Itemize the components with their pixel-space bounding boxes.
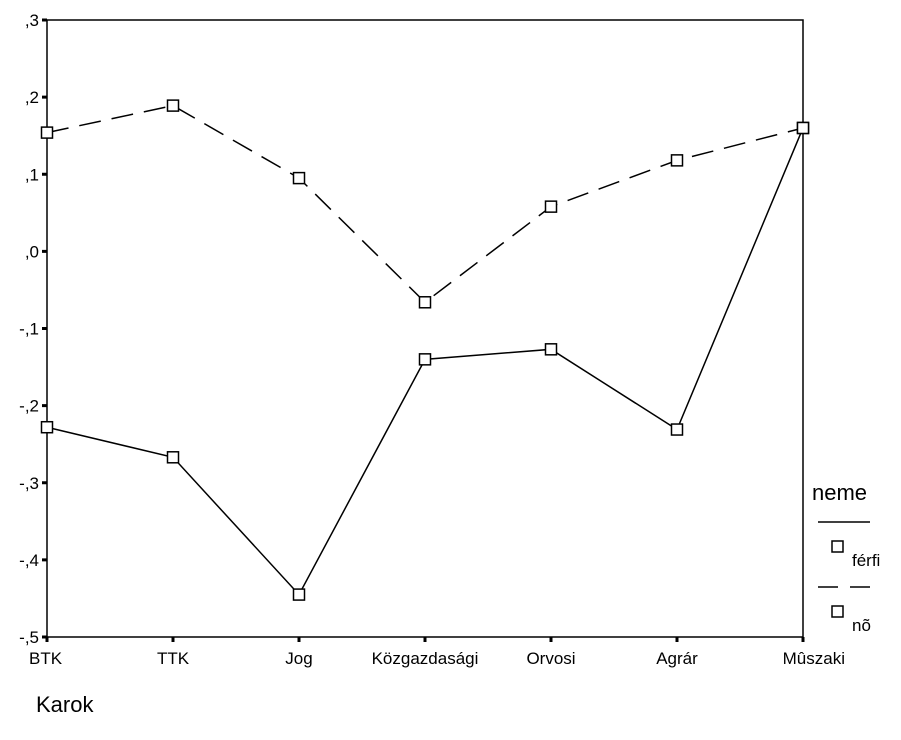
y-tick-label: -,5 <box>19 628 39 647</box>
y-tick-label: ,2 <box>25 88 39 107</box>
data-point-marker <box>544 343 558 356</box>
series-line-nõ <box>46 104 804 304</box>
y-tick-label: ,3 <box>25 11 39 30</box>
plot-frame <box>46 19 804 638</box>
data-point-marker <box>418 353 432 366</box>
x-tick-label: Orvosi <box>526 649 575 668</box>
x-tick-label: Mûszaki <box>783 649 845 668</box>
legend: neme férfi nõ <box>812 480 880 635</box>
legend-marker-férfi <box>831 540 844 553</box>
x-tick-label: Agrár <box>656 649 698 668</box>
x-axis-label: Karok <box>36 692 94 717</box>
data-point-marker <box>670 154 684 167</box>
y-tick-label: ,1 <box>25 165 39 184</box>
x-axis: BTK TTK Jog Közgazdasági Orvosi Agrár Mûszaki <box>29 637 845 668</box>
y-tick-label: ,0 <box>25 242 39 261</box>
legend-label-férfi: férfi <box>852 551 880 570</box>
y-tick-label: -,2 <box>19 397 39 416</box>
y-tick-label: -,3 <box>19 474 39 493</box>
y-tick-label: -,4 <box>19 551 39 570</box>
data-point-marker <box>292 171 306 185</box>
data-point-marker <box>166 99 180 112</box>
series-group <box>40 99 810 601</box>
data-point-marker <box>166 451 180 464</box>
y-tick-label: -,1 <box>19 320 39 339</box>
x-tick-label: Közgazdasági <box>372 649 479 668</box>
legend-title: neme <box>812 480 867 505</box>
data-point-marker <box>292 588 306 601</box>
data-point-marker <box>418 296 432 309</box>
legend-label-nõ: nõ <box>852 616 871 635</box>
x-tick-label: Jog <box>285 649 312 668</box>
data-point-marker <box>40 420 54 434</box>
data-point-marker <box>40 126 54 139</box>
y-axis: ,3 ,2 ,1 ,0 -,1 -,2 -,3 -,4 -,5 <box>19 11 47 647</box>
legend-marker-nõ <box>831 605 844 618</box>
data-point-marker <box>544 200 558 213</box>
data-point-marker <box>670 423 684 436</box>
data-point-marker <box>796 121 810 135</box>
x-tick-label: BTK <box>29 649 63 668</box>
x-tick-label: TTK <box>157 649 190 668</box>
